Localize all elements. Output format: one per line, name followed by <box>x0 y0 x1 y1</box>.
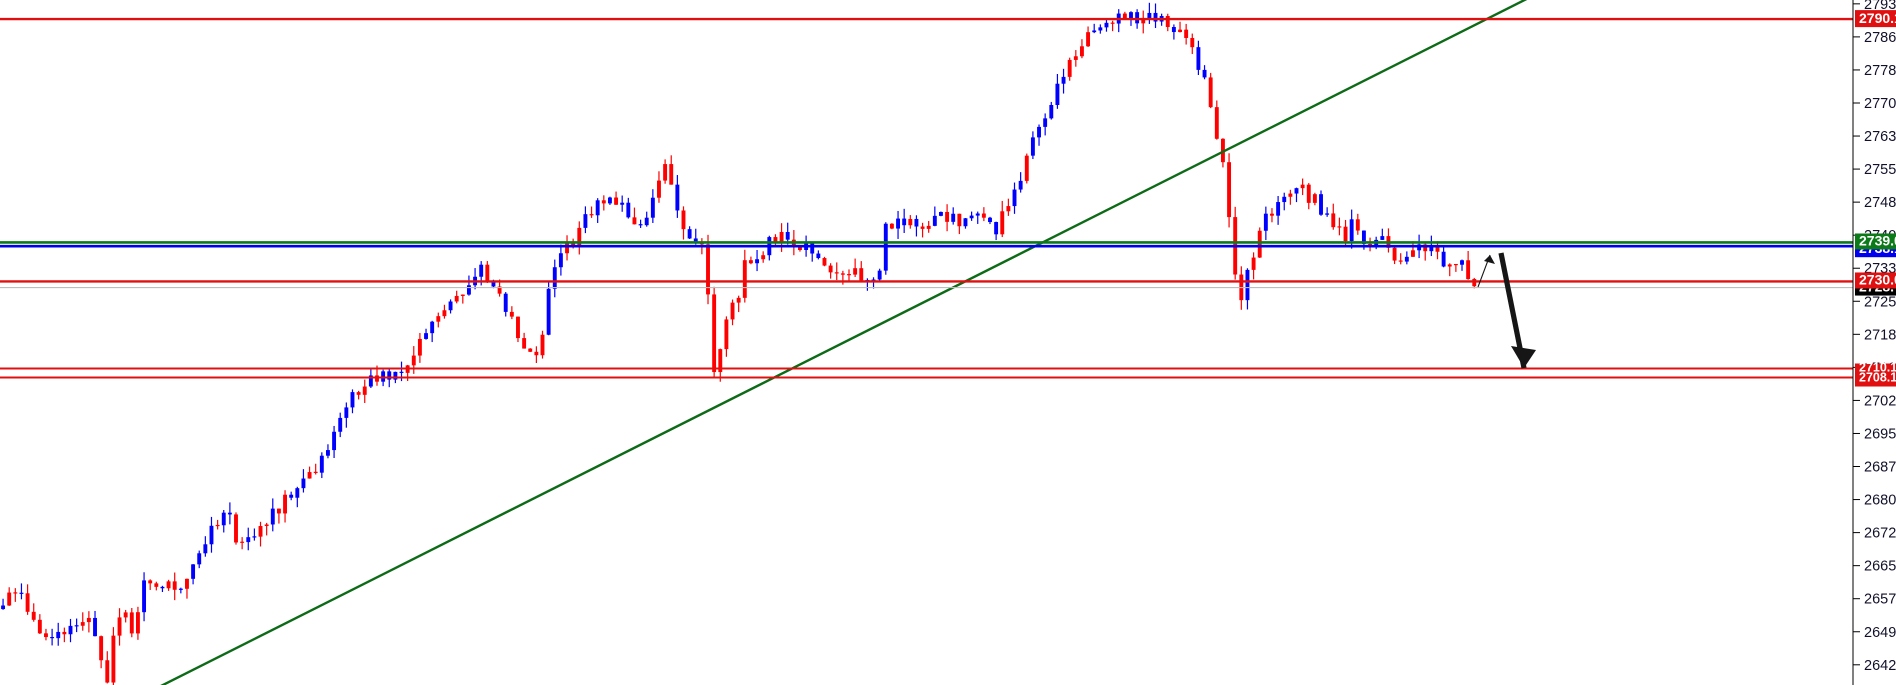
svg-text:2665.08: 2665.08 <box>1864 559 1896 575</box>
svg-text:2763.36: 2763.36 <box>1864 129 1896 145</box>
svg-text:2642.40: 2642.40 <box>1864 658 1896 674</box>
svg-text:2649.96: 2649.96 <box>1864 625 1896 641</box>
svg-text:2725.56: 2725.56 <box>1864 294 1896 310</box>
svg-text:2786.04: 2786.04 <box>1864 30 1896 46</box>
svg-text:2778.48: 2778.48 <box>1864 63 1896 79</box>
svg-text:2718.00: 2718.00 <box>1864 327 1896 343</box>
svg-text:2657.52: 2657.52 <box>1864 592 1896 608</box>
svg-text:2790.11: 2790.11 <box>1859 10 1896 26</box>
svg-text:2695.32: 2695.32 <box>1864 426 1896 442</box>
svg-text:2748.24: 2748.24 <box>1864 195 1896 211</box>
svg-text:2708.12: 2708.12 <box>1859 371 1896 385</box>
svg-text:2770.92: 2770.92 <box>1864 96 1896 112</box>
svg-text:2672.64: 2672.64 <box>1864 526 1896 542</box>
svg-text:2680.20: 2680.20 <box>1864 493 1896 509</box>
svg-text:2755.80: 2755.80 <box>1864 162 1896 178</box>
svg-text:2687.76: 2687.76 <box>1864 460 1896 476</box>
svg-text:2739.01: 2739.01 <box>1859 232 1896 248</box>
svg-text:2730.09: 2730.09 <box>1859 271 1896 287</box>
svg-text:2702.88: 2702.88 <box>1864 393 1896 409</box>
